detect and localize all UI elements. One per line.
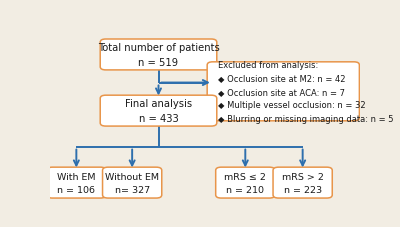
Text: Total number of patients
n = 519: Total number of patients n = 519 [98, 43, 219, 68]
FancyBboxPatch shape [100, 96, 217, 126]
Text: mRS ≤ 2
n = 210: mRS ≤ 2 n = 210 [224, 172, 266, 194]
FancyBboxPatch shape [47, 168, 106, 198]
FancyBboxPatch shape [273, 168, 332, 198]
Text: Without EM
n= 327: Without EM n= 327 [105, 172, 159, 194]
FancyBboxPatch shape [102, 168, 162, 198]
FancyBboxPatch shape [216, 168, 275, 198]
FancyBboxPatch shape [100, 40, 217, 71]
Text: mRS > 2
n = 223: mRS > 2 n = 223 [282, 172, 324, 194]
Text: Excluded from analysis:
◆ Occlusion site at M2: n = 42
◆ Occlusion site at ACA: : Excluded from analysis: ◆ Occlusion site… [218, 60, 394, 123]
FancyBboxPatch shape [207, 63, 359, 121]
Text: Final analysis
n = 433: Final analysis n = 433 [125, 99, 192, 123]
Text: With EM
n = 106: With EM n = 106 [57, 172, 96, 194]
